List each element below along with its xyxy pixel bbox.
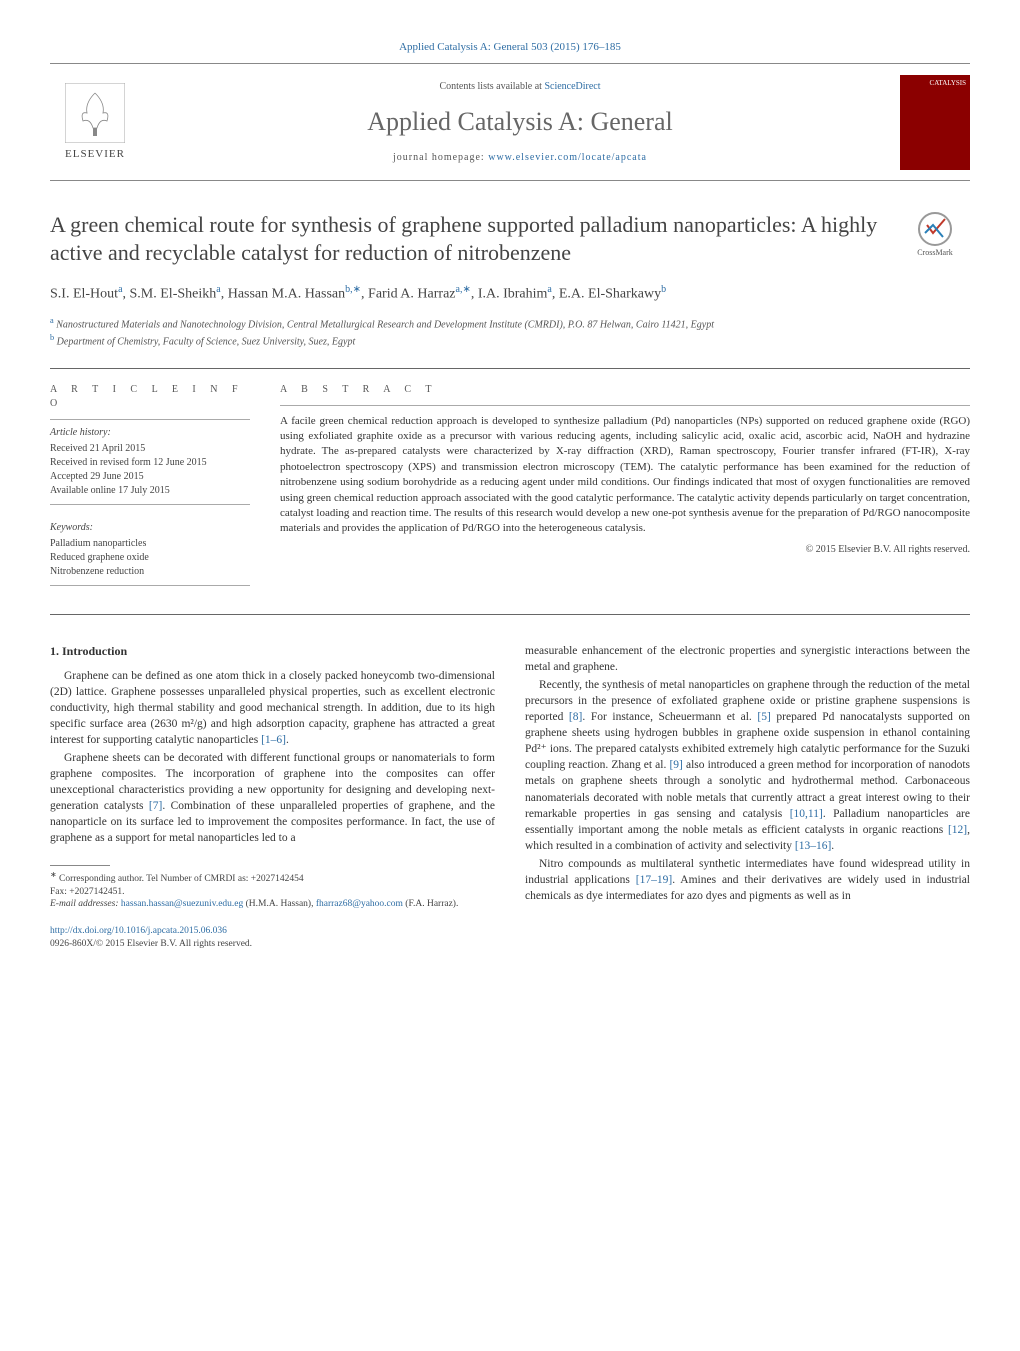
- affil-b: Department of Chemistry, Faculty of Scie…: [57, 337, 356, 348]
- crossmark-icon: [917, 211, 953, 247]
- affil-a: Nanostructured Materials and Nanotechnol…: [56, 319, 714, 330]
- ref-12[interactable]: [12]: [948, 824, 967, 836]
- article-title: A green chemical route for synthesis of …: [50, 211, 900, 266]
- crossmark-label: CrossMark: [917, 247, 953, 258]
- elsevier-tree-icon: [65, 83, 125, 143]
- abstract-body: A facile green chemical reduction approa…: [280, 405, 970, 537]
- journal-name: Applied Catalysis A: General: [140, 104, 900, 140]
- ref-10-11[interactable]: [10,11]: [790, 808, 823, 820]
- elsevier-logo: ELSEVIER: [50, 72, 140, 172]
- author-3: Hassan M.A. Hassan: [228, 287, 345, 302]
- divider: [50, 368, 970, 369]
- elsevier-label: ELSEVIER: [65, 147, 125, 162]
- p1-end: .: [286, 734, 289, 746]
- author-1: S.I. El-Hout: [50, 287, 118, 302]
- divider: [50, 614, 970, 615]
- author-5-affil: a: [547, 284, 551, 295]
- homepage-line: journal homepage: www.elsevier.com/locat…: [140, 151, 900, 165]
- abstract-heading: A B S T R A C T: [280, 383, 970, 397]
- keywords-title: Keywords:: [50, 521, 250, 535]
- article-info-block: A R T I C L E I N F O Article history: R…: [50, 383, 250, 596]
- email-2-name: (F.A. Harraz).: [403, 899, 458, 909]
- history-title: Article history:: [50, 426, 250, 440]
- section-1-heading: 1. Introduction: [50, 643, 495, 660]
- email-1[interactable]: hassan.hassan@suezuniv.edu.eg: [121, 899, 243, 909]
- footnote-fax: Fax: +2027142451.: [50, 886, 495, 899]
- ref-8[interactable]: [8]: [569, 711, 582, 723]
- p2b: . For instance, Scheuermann et al.: [582, 711, 757, 723]
- corresponding-author-footnote: ∗ Corresponding author. Tel Number of CM…: [50, 870, 495, 912]
- sciencedirect-link[interactable]: ScienceDirect: [544, 81, 600, 92]
- col2-para-3: Nitro compounds as multilateral syntheti…: [525, 856, 970, 904]
- author-2: S.M. El-Sheikh: [130, 287, 217, 302]
- ref-1-6[interactable]: [1–6]: [261, 734, 286, 746]
- ref-17-19[interactable]: [17–19]: [636, 874, 672, 886]
- footnote-separator: [50, 865, 110, 866]
- p2g: .: [831, 840, 834, 852]
- accepted-date: Accepted 29 June 2015: [50, 470, 250, 484]
- footnote-star: ∗: [50, 870, 57, 879]
- author-4-affil: a,∗: [456, 284, 471, 295]
- author-1-affil: a: [118, 284, 122, 295]
- issn-line: 0926-860X/© 2015 Elsevier B.V. All right…: [50, 938, 495, 951]
- intro-para-1: Graphene can be defined as one atom thic…: [50, 668, 495, 748]
- keyword-3: Nitrobenzene reduction: [50, 565, 250, 579]
- column-left: 1. Introduction Graphene can be defined …: [50, 643, 495, 952]
- abstract-block: A B S T R A C T A facile green chemical …: [280, 383, 970, 596]
- contents-prefix: Contents lists available at: [439, 81, 544, 92]
- cover-thumb-text: CATALYSIS: [930, 79, 966, 89]
- journal-cover-thumb: CATALYSIS: [900, 75, 970, 170]
- article-info-heading: A R T I C L E I N F O: [50, 383, 250, 411]
- intro-para-2: Graphene sheets can be decorated with di…: [50, 750, 495, 847]
- revised-date: Received in revised form 12 June 2015: [50, 456, 250, 470]
- footnote-corr: Corresponding author. Tel Number of CMRD…: [59, 874, 304, 884]
- col2-para-2: Recently, the synthesis of metal nanopar…: [525, 677, 970, 854]
- online-date: Available online 17 July 2015: [50, 484, 250, 498]
- doi-link[interactable]: http://dx.doi.org/10.1016/j.apcata.2015.…: [50, 926, 227, 936]
- affil-a-sup: a: [50, 316, 54, 325]
- author-6-affil: b: [661, 284, 666, 295]
- emails-label: E-mail addresses:: [50, 899, 121, 909]
- affiliations: a Nanostructured Materials and Nanotechn…: [50, 315, 970, 350]
- affil-b-sup: b: [50, 333, 54, 342]
- author-3-affil: b,∗: [345, 284, 361, 295]
- homepage-url[interactable]: www.elsevier.com/locate/apcata: [488, 152, 647, 163]
- author-4: Farid A. Harraz: [368, 287, 455, 302]
- body-columns: 1. Introduction Graphene can be defined …: [50, 643, 970, 952]
- contents-line: Contents lists available at ScienceDirec…: [140, 80, 900, 94]
- abstract-copyright: © 2015 Elsevier B.V. All rights reserved…: [280, 543, 970, 557]
- journal-header: ELSEVIER Contents lists available at Sci…: [50, 63, 970, 181]
- doi-block: http://dx.doi.org/10.1016/j.apcata.2015.…: [50, 925, 495, 952]
- homepage-prefix: journal homepage:: [393, 152, 488, 163]
- author-6: E.A. El-Sharkawy: [559, 287, 661, 302]
- email-1-name: (H.M.A. Hassan),: [243, 899, 316, 909]
- ref-7[interactable]: [7]: [149, 800, 162, 812]
- keyword-2: Reduced graphene oxide: [50, 551, 250, 565]
- header-citation: Applied Catalysis A: General 503 (2015) …: [50, 40, 970, 55]
- col2-para-1: measurable enhancement of the electronic…: [525, 643, 970, 675]
- author-5: I.A. Ibrahim: [478, 287, 548, 302]
- email-2[interactable]: fharraz68@yahoo.com: [316, 899, 403, 909]
- authors-list: S.I. El-Houta, S.M. El-Sheikha, Hassan M…: [50, 282, 970, 305]
- received-date: Received 21 April 2015: [50, 442, 250, 456]
- author-2-affil: a: [216, 284, 220, 295]
- keyword-1: Palladium nanoparticles: [50, 537, 250, 551]
- ref-9[interactable]: [9]: [669, 759, 682, 771]
- ref-13-16[interactable]: [13–16]: [795, 840, 831, 852]
- crossmark-badge[interactable]: CrossMark: [900, 211, 970, 258]
- column-right: measurable enhancement of the electronic…: [525, 643, 970, 952]
- ref-5[interactable]: [5]: [757, 711, 770, 723]
